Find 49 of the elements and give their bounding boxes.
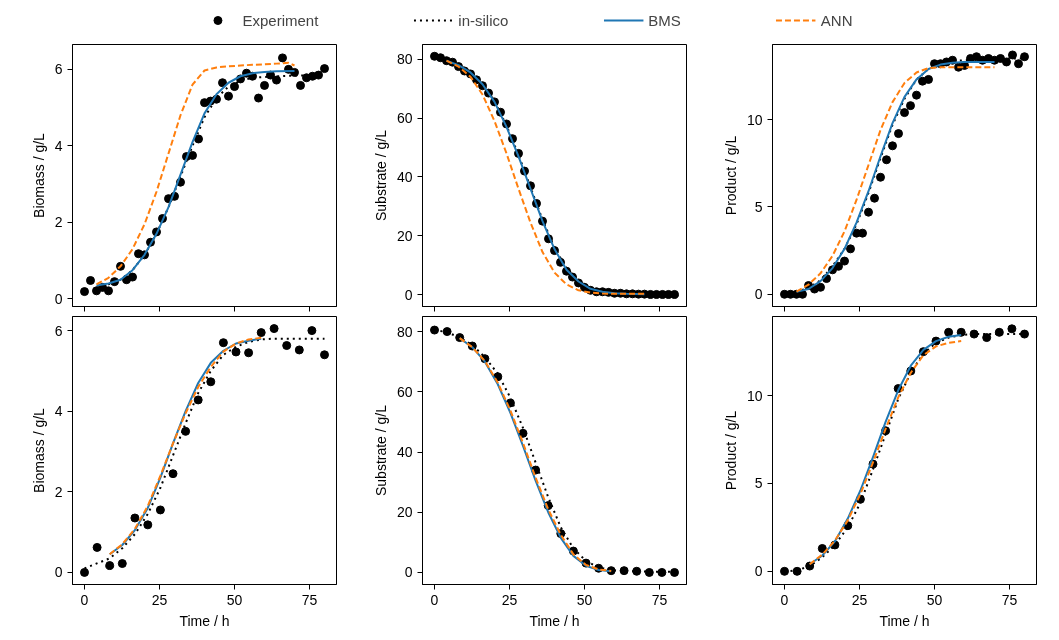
- x-axis-title: Time / h: [879, 612, 930, 629]
- y-tick-label: 4: [54, 137, 63, 154]
- x-tick-label: 50: [226, 591, 243, 608]
- y-tick-label: 80: [396, 51, 413, 68]
- x-axis-title: Time / h: [529, 612, 580, 629]
- y-tick-label: 0: [404, 286, 413, 303]
- y-tick-label: 6: [54, 61, 63, 78]
- y-tick-label: 60: [396, 110, 413, 127]
- x-tick-label: 0: [80, 591, 89, 608]
- y-axis-title: Substrate / g/L: [372, 404, 389, 497]
- legend-label: Experiment: [242, 11, 319, 29]
- y-axis-title: Product / g/L: [722, 410, 739, 491]
- y-tick-label: 0: [754, 563, 763, 580]
- x-tick-label: 25: [501, 591, 518, 608]
- legend-label: ANN: [820, 11, 853, 29]
- x-tick-label: 0: [780, 591, 789, 608]
- y-tick-label: 4: [54, 403, 63, 420]
- x-tick-label: 25: [851, 591, 868, 608]
- y-axis-title: Biomass / g/L: [30, 132, 47, 218]
- y-tick-label: 0: [754, 286, 763, 303]
- y-tick-label: 2: [54, 214, 63, 231]
- x-axis-title: Time / h: [179, 612, 230, 629]
- x-tick-label: 50: [926, 591, 943, 608]
- y-axis-title: Product / g/L: [722, 135, 739, 216]
- y-tick-label: 10: [746, 111, 763, 128]
- y-axis-title: Substrate / g/L: [372, 129, 389, 222]
- x-tick-label: 25: [151, 591, 168, 608]
- y-tick-label: 0: [404, 564, 413, 581]
- y-tick-label: 5: [754, 198, 763, 215]
- y-tick-label: 10: [746, 387, 763, 404]
- y-tick-label: 0: [54, 564, 63, 581]
- y-tick-label: 80: [396, 323, 413, 340]
- y-tick-label: 20: [396, 227, 413, 244]
- x-tick-label: 75: [651, 591, 668, 608]
- y-tick-label: 40: [396, 444, 413, 461]
- y-tick-label: 60: [396, 383, 413, 400]
- x-tick-label: 0: [430, 591, 439, 608]
- y-tick-label: 40: [396, 168, 413, 185]
- x-tick-label: 75: [1001, 591, 1018, 608]
- legend-label: in-silico: [458, 11, 509, 29]
- x-tick-label: 50: [576, 591, 593, 608]
- y-tick-label: 2: [54, 483, 63, 500]
- y-tick-label: 6: [54, 322, 63, 339]
- legend-label: BMS: [648, 11, 681, 29]
- y-tick-label: 5: [754, 475, 763, 492]
- y-tick-label: 0: [54, 290, 63, 307]
- y-axis-title: Biomass / g/L: [30, 407, 47, 493]
- y-tick-label: 20: [396, 504, 413, 521]
- x-tick-label: 75: [301, 591, 318, 608]
